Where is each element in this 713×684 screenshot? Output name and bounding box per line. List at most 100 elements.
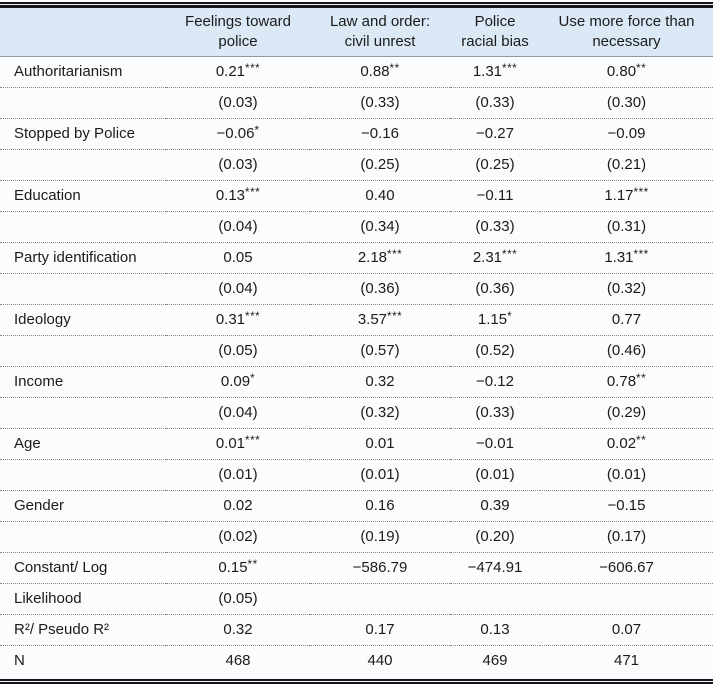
cell-value: (0.33) — [360, 94, 400, 112]
significance-stars: *** — [387, 248, 403, 261]
significance-stars: * — [250, 372, 256, 385]
cell-value: −0.12 — [476, 373, 514, 391]
cell-value: 0.05 — [223, 249, 253, 267]
cell-value: (0.34) — [360, 218, 400, 236]
cell-value: 468 — [225, 652, 251, 670]
table-row: Authoritarianism 0.21*** 0.88** 1.31*** 0.80… — [0, 56, 713, 88]
table-row: (0.04) (0.36) (0.36) (0.32) — [0, 273, 713, 305]
cell-value: −0.15 — [607, 497, 646, 515]
cell-value: −474.91 — [467, 559, 523, 577]
cell-value: (0.57) — [360, 342, 400, 360]
significance-stars: *** — [387, 310, 403, 323]
cell-value: 0.31*** — [215, 310, 261, 329]
cell-value: 0.02 — [223, 497, 253, 515]
cell-value: 440 — [367, 652, 393, 670]
table-row: Stopped by Police −0.06* −0.16 −0.27 −0.09 — [0, 118, 713, 150]
table-row: Income 0.09* 0.32 −0.12 0.78** — [0, 366, 713, 398]
table-row: (0.05) (0.57) (0.52) (0.46) — [0, 335, 713, 367]
cell-value: (0.29) — [606, 404, 647, 422]
cell-value — [540, 583, 713, 614]
table-row: Gender 0.02 0.16 0.39 −0.15 — [0, 490, 713, 522]
cell-value: 0.07 — [611, 621, 642, 639]
row-label: Authoritarianism — [14, 63, 123, 81]
table-row: (0.01) (0.01) (0.01) (0.01) — [0, 459, 713, 491]
column-header-police-racial-bias: Police racial bias — [461, 13, 529, 50]
cell-value: (0.01) — [360, 466, 400, 484]
significance-stars: *** — [502, 248, 518, 261]
column-header-feelings-toward-police: Feelings toward police — [185, 13, 291, 50]
cell-value: (0.05) — [218, 590, 258, 608]
cell-value: 0.88** — [360, 62, 400, 81]
cell-value: (0.33) — [475, 218, 515, 236]
cell-value: 0.78** — [606, 372, 647, 391]
cell-value: (0.31) — [606, 218, 647, 236]
table-row: Party identification 0.05 2.18*** 2.31*** 1.… — [0, 242, 713, 274]
significance-stars: *** — [245, 186, 261, 199]
row-label — [0, 273, 166, 304]
cell-value: (0.46) — [606, 342, 647, 360]
table-row: (0.04) (0.32) (0.33) (0.29) — [0, 397, 713, 429]
cell-value: (0.04) — [218, 280, 258, 298]
row-label: N — [14, 652, 25, 670]
cell-value: (0.04) — [218, 218, 258, 236]
table-row: (0.04) (0.34) (0.33) (0.31) — [0, 211, 713, 243]
regression-results-table: Feelings toward police Law and order: ci… — [0, 8, 713, 676]
cell-value: 0.32 — [223, 621, 253, 639]
cell-value: 1.17*** — [604, 186, 649, 205]
cell-value: −0.16 — [361, 125, 399, 143]
row-label — [0, 335, 166, 366]
cell-value: 469 — [482, 652, 508, 670]
table-row: (0.03) (0.33) (0.33) (0.30) — [0, 87, 713, 119]
row-label: Stopped by Police — [14, 125, 135, 143]
row-label: Ideology — [14, 311, 71, 329]
cell-value: (0.52) — [475, 342, 515, 360]
significance-stars: ** — [247, 558, 258, 571]
table-header: Feelings toward police Law and order: ci… — [0, 8, 713, 57]
cell-value: (0.33) — [475, 94, 515, 112]
significance-stars: *** — [245, 434, 261, 447]
cell-value: (0.02) — [218, 528, 258, 546]
table-bottom-rule — [0, 679, 713, 684]
cell-value: 0.21*** — [215, 62, 261, 81]
row-label — [0, 397, 166, 428]
cell-value: 0.32 — [365, 373, 395, 391]
significance-stars: *** — [245, 310, 261, 323]
significance-stars: ** — [636, 62, 647, 75]
cell-value: 0.13 — [480, 621, 510, 639]
table-row: Likelihood (0.05) — [0, 583, 713, 615]
row-label — [0, 459, 166, 490]
row-label: Likelihood — [14, 590, 82, 608]
cell-value: 0.17 — [365, 621, 395, 639]
cell-value: 0.01*** — [215, 434, 261, 453]
cell-value: 1.15* — [477, 310, 513, 329]
significance-stars: *** — [502, 62, 518, 75]
cell-value — [450, 583, 540, 614]
cell-value: −0.01 — [476, 435, 514, 453]
column-header-use-more-force: Use more force than necessary — [558, 13, 695, 50]
row-label — [0, 521, 166, 552]
cell-value: 0.15** — [218, 558, 258, 577]
row-label — [0, 87, 166, 118]
table-body: Authoritarianism 0.21*** 0.88** 1.31*** 0.80… — [0, 56, 713, 676]
cell-value: (0.25) — [475, 156, 515, 174]
cell-value: 0.77 — [611, 311, 642, 329]
cell-value: (0.01) — [606, 466, 647, 484]
cell-value: 3.57*** — [357, 310, 403, 329]
significance-stars: ** — [636, 434, 647, 447]
cell-value: (0.19) — [360, 528, 400, 546]
significance-stars: * — [254, 124, 260, 137]
cell-value: −0.06* — [216, 124, 260, 143]
table-top-rule — [0, 2, 713, 8]
cell-value: (0.21) — [606, 156, 647, 174]
row-label: Age — [14, 435, 41, 453]
table-row: Age 0.01*** 0.01 −0.01 0.02** — [0, 428, 713, 460]
row-label — [0, 211, 166, 242]
row-label: Gender — [14, 497, 65, 515]
significance-stars: * — [507, 310, 513, 323]
cell-value: 0.40 — [365, 187, 395, 205]
row-label: Party identification — [14, 249, 137, 267]
cell-value: (0.36) — [360, 280, 400, 298]
cell-value: (0.25) — [360, 156, 400, 174]
cell-value: 2.18*** — [357, 248, 403, 267]
significance-stars: *** — [633, 248, 649, 261]
